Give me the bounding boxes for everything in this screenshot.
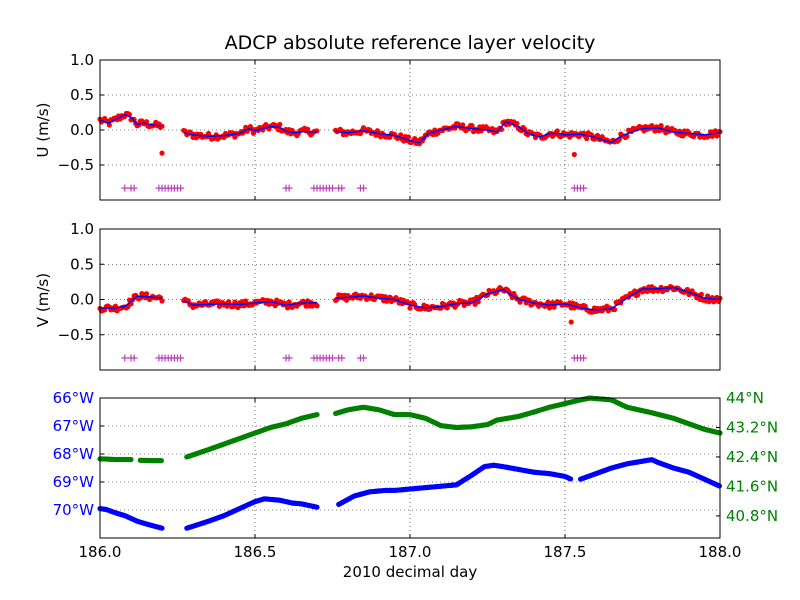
longitude-tick-label: 66°W (53, 389, 95, 407)
v-axes-frame (99, 228, 721, 371)
x-tick-label: 186.5 (234, 543, 277, 561)
v-flag-marker (580, 354, 588, 362)
latitude-tick-label: 44°N (726, 389, 764, 407)
u-data-point (584, 135, 590, 142)
v-flag-marker (130, 354, 138, 362)
u-flag-marker (360, 184, 367, 192)
v-outlier-point (568, 319, 574, 325)
u-flag-marker (130, 184, 138, 192)
longitude-point (314, 504, 320, 510)
v-flag-marker (121, 354, 129, 362)
v-ytick-label: −0.5 (58, 326, 94, 344)
u-data-point (405, 134, 412, 140)
v-data-point (159, 298, 165, 304)
v-flag-marker (360, 354, 367, 362)
u-data-point (314, 128, 320, 134)
longitude-point (159, 525, 165, 531)
v-ylabel: V (m/s) (34, 273, 52, 327)
v-smoothed-line (100, 295, 163, 309)
x-tick-label: 187.0 (389, 543, 432, 561)
longitude-tick-label: 70°W (53, 501, 95, 519)
latitude-tick-label: 43.2°N (726, 418, 778, 436)
u-data-point (714, 133, 720, 139)
v-flag-marker (177, 354, 185, 362)
u-ytick-label: 0.5 (70, 86, 94, 104)
u-flag-marker (580, 184, 588, 192)
u-flag-marker (338, 184, 346, 192)
u-data-point (658, 123, 664, 129)
u-axes-frame (99, 59, 721, 201)
v-flag-marker (338, 354, 346, 362)
x-axis-label: 2010 decimal day (343, 563, 478, 581)
u-data-point (469, 123, 475, 129)
longitude-point (567, 476, 574, 482)
u-data-point (277, 121, 283, 128)
longitude-tick-label: 67°W (53, 417, 95, 435)
v-data-point (546, 305, 553, 311)
u-smoothed-line (99, 113, 163, 127)
u-data-point (398, 132, 404, 138)
longitude-tick-label: 68°W (53, 445, 95, 463)
u-ytick-label: −0.5 (58, 156, 94, 174)
v-data-point (143, 291, 150, 297)
x-tick-label: 188.0 (699, 543, 742, 561)
u-flag-marker (285, 184, 293, 192)
v-smoothed-line (183, 300, 317, 306)
position-panel: 2010 decimal day 186.0 186.5 187.0 187.5 188… (53, 389, 779, 581)
latitude-point (314, 411, 320, 418)
u-smoothed-line (335, 120, 721, 144)
latitude-tick-label: 41.6°N (726, 477, 778, 495)
u-ylabel: U (m/s) (34, 103, 52, 158)
latitude-point (128, 456, 134, 463)
u-data-point (159, 123, 165, 129)
longitude-point (716, 483, 722, 489)
u-outlier-point (571, 151, 577, 158)
longitude-tick-label: 69°W (53, 473, 95, 491)
v-data-point (407, 305, 413, 311)
latitude-tick-label: 40.8°N (726, 507, 778, 525)
v-data-point (314, 303, 320, 309)
v-data-point (705, 293, 711, 299)
v-data-point (286, 299, 292, 305)
v-ytick-label: 0.0 (70, 291, 94, 309)
u-data-point (460, 122, 466, 128)
u-data-point (554, 128, 560, 134)
v-data-point (635, 292, 641, 298)
u-ytick-label: 0.0 (70, 121, 94, 139)
u-outlier-point (159, 150, 165, 156)
latitude-tick-label: 42.4°N (726, 448, 778, 466)
u-data-point (131, 116, 137, 123)
v-flag-marker (285, 354, 293, 362)
u-velocity-panel: U (m/s) 1.0 0.5 0.0 −0.5 (34, 51, 723, 201)
u-data-point (106, 122, 112, 128)
v-ytick-label: 1.0 (70, 220, 94, 238)
v-data-point (698, 291, 705, 297)
u-flag-marker (177, 184, 185, 192)
v-flag-marker (329, 354, 336, 362)
v-velocity-panel: V (m/s) 1.0 0.5 0.0 −0.5 (34, 220, 723, 371)
latitude-point (158, 458, 164, 464)
chart-title: ADCP absolute reference layer velocity (225, 32, 596, 54)
u-flag-marker (329, 184, 336, 192)
position-axes-frame (99, 397, 721, 539)
v-smoothed-line (335, 286, 721, 311)
u-ytick-label: 1.0 (70, 51, 94, 69)
v-ytick-label: 0.5 (70, 255, 94, 273)
u-flag-marker (121, 184, 129, 192)
x-tick-label: 186.0 (79, 543, 122, 561)
u-smoothed-line (183, 125, 318, 138)
x-tick-label: 187.5 (544, 543, 587, 561)
